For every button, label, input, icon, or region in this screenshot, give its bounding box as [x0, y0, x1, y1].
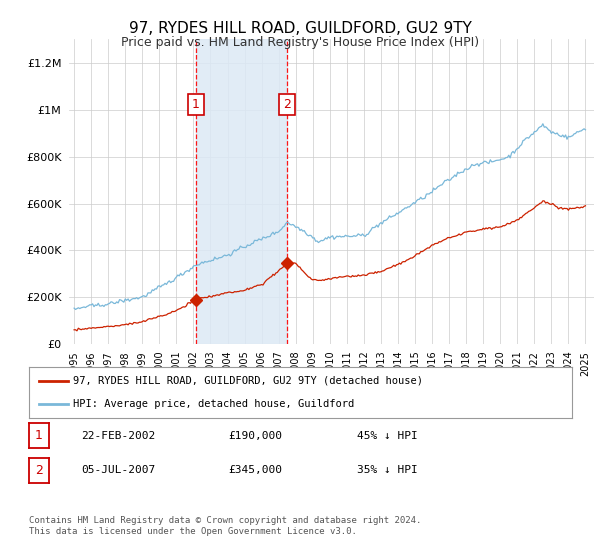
Text: 2: 2	[35, 464, 43, 477]
Text: 97, RYDES HILL ROAD, GUILDFORD, GU2 9TY (detached house): 97, RYDES HILL ROAD, GUILDFORD, GU2 9TY …	[73, 376, 424, 386]
Text: 05-JUL-2007: 05-JUL-2007	[81, 465, 155, 475]
Text: HPI: Average price, detached house, Guildford: HPI: Average price, detached house, Guil…	[73, 399, 355, 409]
Text: £345,000: £345,000	[228, 465, 282, 475]
Text: Contains HM Land Registry data © Crown copyright and database right 2024.
This d: Contains HM Land Registry data © Crown c…	[29, 516, 421, 536]
Text: 97, RYDES HILL ROAD, GUILDFORD, GU2 9TY: 97, RYDES HILL ROAD, GUILDFORD, GU2 9TY	[128, 21, 472, 36]
Text: 22-FEB-2002: 22-FEB-2002	[81, 431, 155, 441]
Text: Price paid vs. HM Land Registry's House Price Index (HPI): Price paid vs. HM Land Registry's House …	[121, 36, 479, 49]
Text: 2: 2	[283, 99, 291, 111]
Bar	[196, 39, 287, 344]
Text: 1: 1	[192, 99, 200, 111]
Text: 35% ↓ HPI: 35% ↓ HPI	[357, 465, 418, 475]
Text: 45% ↓ HPI: 45% ↓ HPI	[357, 431, 418, 441]
Text: 1: 1	[35, 429, 43, 442]
Text: £190,000: £190,000	[228, 431, 282, 441]
